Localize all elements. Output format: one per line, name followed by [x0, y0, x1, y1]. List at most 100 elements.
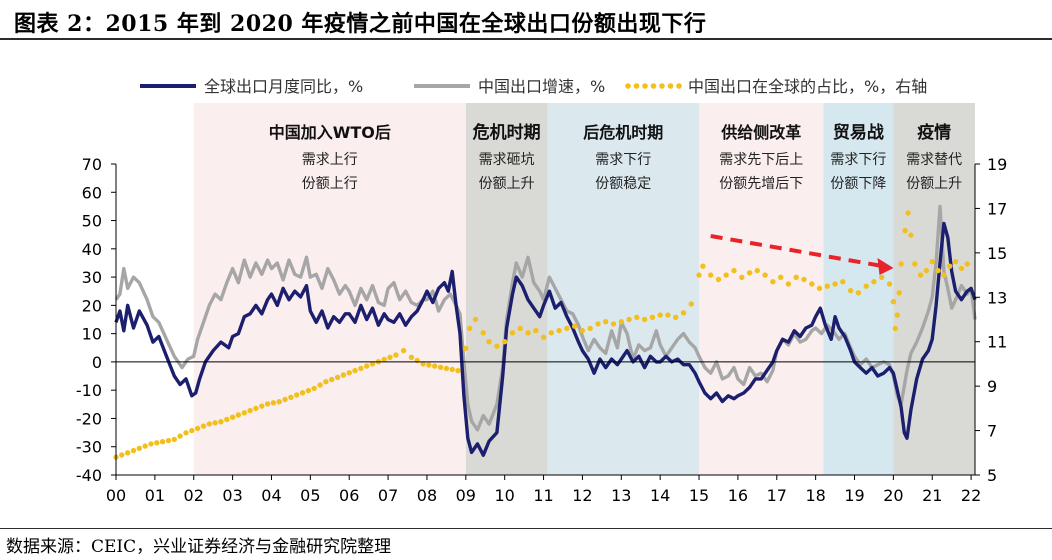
period-title-crisis: 危机时期 [472, 122, 541, 143]
share-point [358, 365, 364, 372]
legend-label-china: 中国出口增速，% [478, 77, 605, 96]
share-point [917, 272, 924, 278]
share-point [329, 376, 335, 383]
series-lines [113, 204, 977, 460]
x-tick-label: 10 [495, 486, 515, 505]
share-point [824, 283, 830, 289]
share-point [455, 367, 461, 374]
period-share-supply: 份额先增后下 [719, 176, 803, 192]
share-point [480, 330, 486, 336]
share-point [912, 261, 918, 267]
share-point [587, 325, 593, 332]
share-point [947, 263, 953, 269]
share-point [708, 272, 714, 278]
share-point [486, 339, 492, 345]
series-line-world [114, 221, 977, 457]
share-point [142, 443, 148, 449]
legend-label-world: 全球出口月度同比，% [204, 77, 363, 96]
share-point [247, 407, 253, 414]
left-tick-label: 60 [82, 183, 102, 202]
share-point [610, 321, 617, 327]
x-tick-label: 14 [650, 486, 670, 505]
period-title-wto: 中国加入WTO后 [269, 123, 391, 142]
share-point [731, 267, 737, 274]
share-point [952, 259, 959, 265]
share-point [894, 312, 900, 318]
share-point [437, 364, 444, 370]
share-point [346, 370, 352, 376]
share-point [340, 372, 347, 378]
x-tick-label: 17 [767, 486, 787, 505]
share-point [905, 210, 911, 216]
share-point [896, 290, 902, 296]
period-title-post: 后危机时期 [583, 123, 663, 142]
share-point [879, 274, 885, 280]
x-tick-label: 19 [844, 486, 864, 505]
share-point [778, 274, 784, 280]
right-tick-label: 11 [987, 333, 1007, 352]
period-demand-trade: 需求下行 [830, 152, 886, 168]
period-share-post: 份额稳定 [595, 176, 651, 192]
share-point [908, 232, 914, 238]
share-point [700, 263, 706, 269]
x-tick-label: 22 [961, 486, 981, 505]
trend-arrow-layer [710, 234, 894, 275]
share-point [793, 274, 799, 280]
share-point [502, 339, 508, 345]
share-point [680, 310, 687, 316]
share-point [253, 405, 259, 412]
right-tick-label: 15 [987, 244, 1007, 263]
share-point [432, 363, 438, 369]
share-point [387, 354, 393, 360]
share-point [276, 399, 282, 405]
x-tick-label: 18 [805, 486, 825, 505]
share-point [840, 279, 846, 285]
x-tick-label: 21 [922, 486, 942, 505]
share-point [525, 330, 531, 336]
source-note: 数据来源：CEIC，兴业证券经济与金融研究院整理 [6, 537, 392, 557]
right-tick-label: 9 [987, 377, 997, 396]
share-point [212, 420, 218, 426]
x-tick-label: 11 [533, 486, 553, 505]
share-point [420, 361, 426, 367]
share-point [509, 330, 516, 336]
share-point [229, 414, 236, 420]
period-title-supply: 供给侧改革 [720, 123, 801, 142]
left-tick-label: -10 [76, 381, 102, 400]
share-point [334, 374, 341, 380]
x-tick-label: 12 [572, 486, 592, 505]
share-point [902, 227, 908, 234]
left-tick-label: 0 [92, 353, 102, 372]
legend-swatch-share [667, 83, 674, 89]
period-share-crisis: 份额上升 [479, 176, 535, 192]
share-point [665, 312, 671, 318]
x-tick-label: 04 [261, 486, 281, 505]
left-tick-label: 70 [82, 155, 102, 174]
share-point [130, 447, 137, 454]
share-point [299, 390, 306, 396]
share-point [393, 352, 399, 358]
share-point [224, 416, 230, 423]
share-point [408, 354, 415, 360]
share-point [579, 327, 586, 334]
share-point [649, 314, 656, 320]
legend-swatch-share [650, 83, 657, 89]
legend: 全球出口月度同比，% 中国出口增速，% 中国出口在全球的占比，%，右轴 [140, 77, 927, 96]
share-point [369, 361, 376, 367]
share-point [886, 281, 893, 287]
share-point [935, 267, 941, 274]
share-point [673, 314, 679, 320]
right-tick-label: 13 [987, 288, 1007, 307]
source-divider [0, 528, 1052, 529]
share-point [165, 437, 172, 444]
x-tick-label: 15 [689, 486, 709, 505]
share-point [159, 439, 166, 445]
share-point [154, 440, 160, 446]
left-tick-label: 40 [82, 240, 102, 259]
share-point [282, 396, 288, 403]
chart-title: 图表 2：2015 年到 2020 年疫情之前中国在全球出口份额出现下行 [14, 11, 707, 37]
left-tick-label: -20 [76, 409, 102, 428]
left-tick-label: 50 [82, 212, 102, 231]
period-share-wto: 份额上行 [302, 176, 358, 192]
share-point [472, 316, 479, 323]
